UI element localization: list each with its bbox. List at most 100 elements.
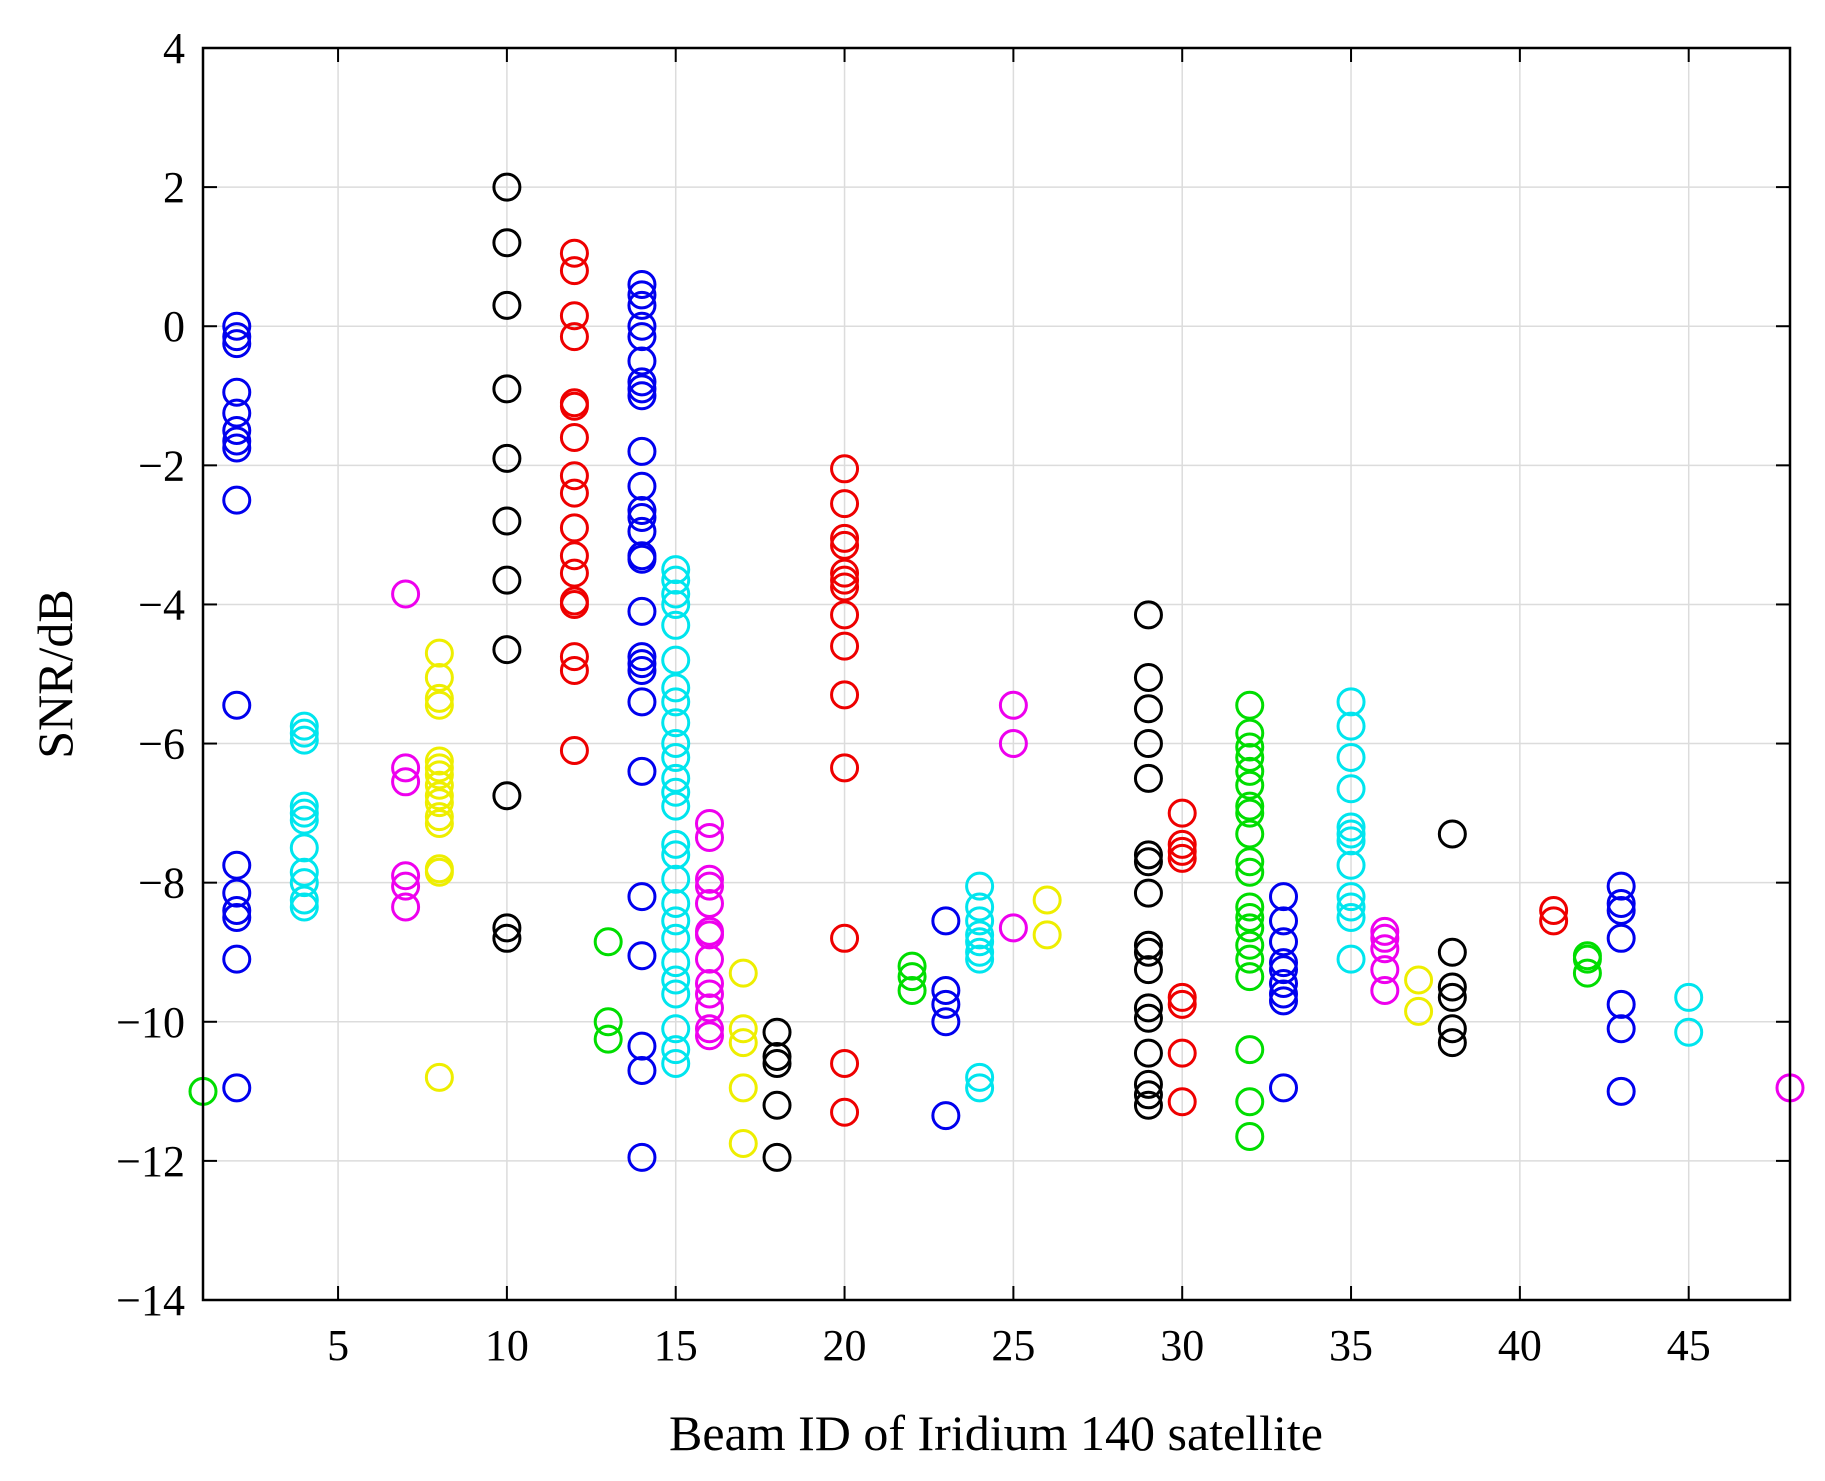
data-point	[1133, 930, 1163, 960]
data-point	[1235, 756, 1265, 786]
data-point	[1370, 916, 1400, 946]
y-tick-labels: −14 −12 −10 −8 −6 −4 −2 0 2 4	[116, 24, 185, 1325]
data-point	[559, 322, 589, 352]
data-point	[661, 589, 691, 619]
series-beam-16	[694, 809, 724, 1051]
data-point	[897, 951, 927, 981]
data-point	[1606, 895, 1636, 925]
data-point	[661, 645, 691, 675]
series-beam-42	[1572, 941, 1602, 988]
data-point	[391, 871, 421, 901]
series-beam-37	[1404, 965, 1434, 1026]
x-tick-label: 25	[991, 1321, 1035, 1370]
data-point	[627, 503, 657, 532]
data-point	[1539, 906, 1569, 936]
series-beam-4	[289, 711, 319, 922]
data-point	[1235, 902, 1265, 932]
data-point	[1167, 829, 1197, 859]
data-point	[289, 857, 319, 887]
data-point	[1167, 989, 1197, 1019]
x-tick-label: 10	[485, 1321, 529, 1370]
data-point	[1269, 927, 1299, 957]
series-beam-24	[965, 871, 995, 1103]
data-point	[424, 690, 454, 720]
data-point	[1606, 889, 1636, 919]
grid-lines	[203, 48, 1790, 1300]
data-point	[1336, 944, 1366, 974]
data-point	[1336, 850, 1366, 880]
data-point	[492, 781, 522, 811]
data-point	[1437, 1028, 1467, 1058]
tick-marks	[203, 47, 1790, 1301]
series-beam-15	[661, 555, 691, 1079]
data-point	[391, 767, 421, 797]
data-point	[627, 656, 657, 686]
data-point	[627, 1031, 657, 1061]
series-beam-8	[424, 638, 454, 1092]
series-beam-32	[1235, 690, 1265, 1152]
data-point	[661, 610, 691, 640]
data-point	[222, 902, 252, 932]
data-point	[627, 381, 657, 411]
data-point	[1336, 742, 1366, 772]
data-point	[559, 589, 589, 619]
data-point	[1235, 892, 1265, 922]
data-point	[627, 436, 657, 466]
data-point	[424, 760, 454, 790]
data-point	[1235, 1087, 1265, 1117]
series-beam-26	[1032, 885, 1062, 950]
data-point	[931, 1101, 961, 1131]
x-tick-label: 15	[654, 1321, 698, 1370]
data-point	[1235, 742, 1265, 772]
data-point	[661, 555, 691, 585]
series-beam-2	[222, 311, 252, 1103]
data-point	[627, 1142, 657, 1172]
data-point	[424, 683, 454, 713]
x-tick-label: 30	[1160, 1321, 1204, 1370]
data-point	[222, 850, 252, 880]
data-point	[1235, 770, 1265, 800]
data-point	[1336, 819, 1366, 849]
data-point	[661, 906, 691, 936]
y-tick-label: −14	[116, 1276, 185, 1325]
data-point	[965, 927, 995, 957]
data-point	[559, 736, 589, 766]
data-point	[492, 506, 522, 536]
data-point	[1336, 882, 1366, 912]
data-point	[661, 864, 691, 894]
data-point	[424, 857, 454, 887]
x-tick-label: 20	[823, 1321, 867, 1370]
series-beam-41	[1539, 895, 1569, 936]
data-point	[289, 833, 319, 863]
data-point	[1133, 1090, 1163, 1120]
data-point	[1269, 882, 1299, 912]
series-beam-36	[1370, 916, 1400, 1005]
data-point	[627, 882, 657, 912]
data-point	[830, 530, 860, 560]
data-point	[289, 885, 319, 915]
data-point	[1235, 798, 1265, 828]
data-point	[830, 600, 860, 630]
data-point	[1167, 836, 1197, 866]
data-point	[661, 729, 691, 759]
data-point	[424, 753, 454, 783]
data-point	[1336, 892, 1366, 922]
series-beam-12	[559, 238, 589, 766]
data-point	[1370, 955, 1400, 985]
data-point	[289, 868, 319, 898]
data-point	[661, 840, 691, 870]
data-point	[289, 791, 319, 821]
data-point	[694, 809, 724, 839]
data-point	[830, 1097, 860, 1127]
series-beam-35	[1336, 687, 1366, 974]
data-point	[559, 461, 589, 491]
data-point	[1437, 982, 1467, 1012]
data-point	[222, 398, 252, 428]
data-point	[661, 1049, 691, 1079]
data-point	[627, 269, 657, 299]
data-point	[1606, 989, 1636, 1019]
series-beam-23	[931, 906, 961, 1131]
data-point	[1133, 729, 1163, 759]
data-point	[391, 861, 421, 891]
data-point	[694, 1014, 724, 1044]
